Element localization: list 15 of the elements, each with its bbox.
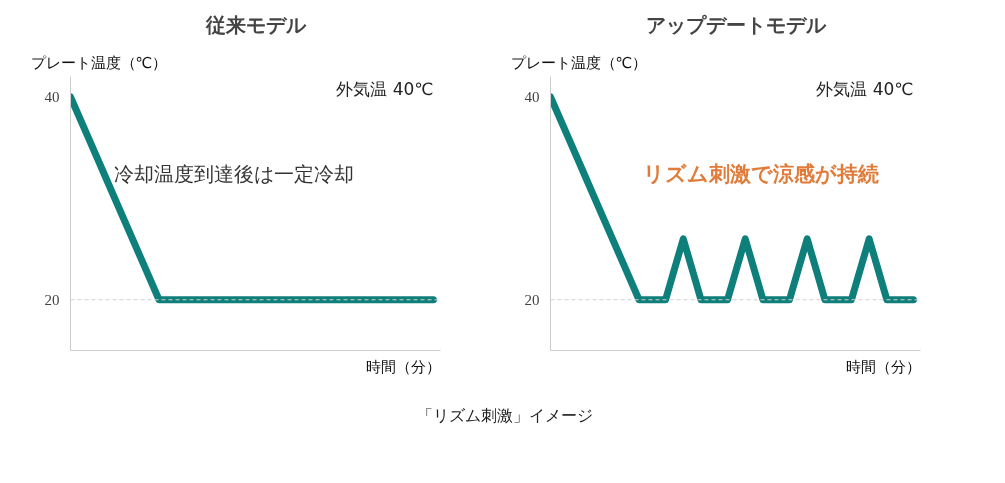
y-tick-label: 40 — [524, 88, 540, 105]
annotation: 冷却温度到達後は一定冷却 — [113, 162, 354, 187]
y-tick-label: 40 — [44, 88, 60, 105]
annotation: 外気温 40℃ — [336, 78, 434, 99]
y-tick-label: 20 — [524, 291, 540, 308]
x-axis-title: 時間（分） — [365, 357, 441, 376]
text: 「リズム刺激」イメージ — [417, 405, 593, 427]
y-axis-title: プレート温度（℃） — [510, 53, 648, 72]
y-tick-label: 20 — [44, 291, 60, 308]
y-axis-title: プレート温度（℃） — [30, 53, 168, 72]
annotation: 外気温 40℃ — [816, 78, 914, 99]
x-axis-title: 時間（分） — [845, 357, 921, 376]
annotation: リズム刺激で涼感が持続 — [642, 162, 879, 187]
chart-title: 従来モデル — [204, 12, 307, 37]
chart-title: アップデートモデル — [645, 12, 827, 37]
